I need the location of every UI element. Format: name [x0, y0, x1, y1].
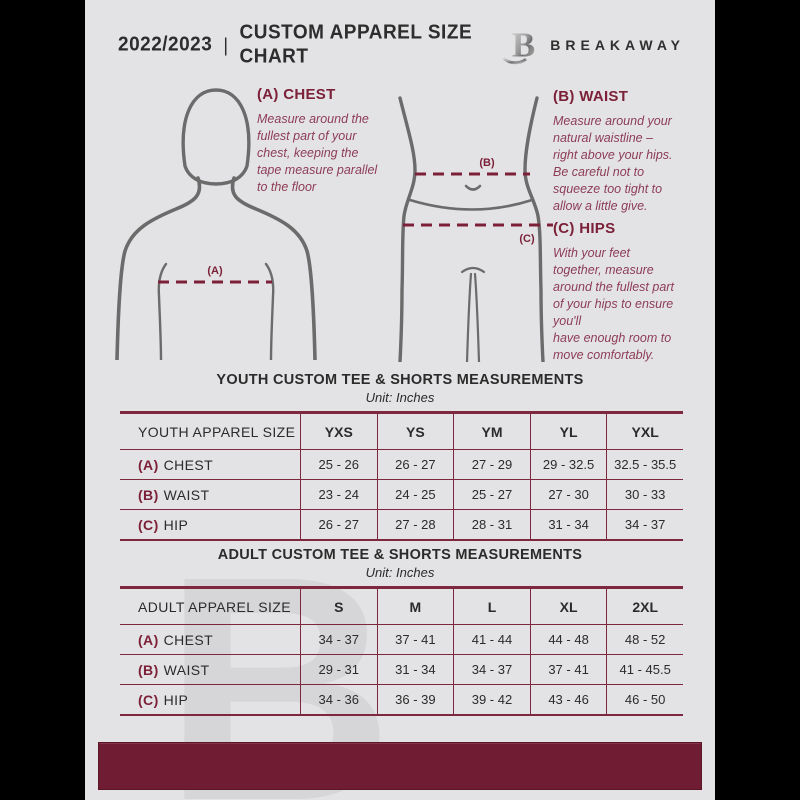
measurement-cell: 32.5 - 35.5 [606, 450, 683, 479]
adult-table-title: ADULT CUSTOM TEE & SHORTS MEASUREMENTS [217, 547, 583, 563]
measurement-cell: 37 - 41 [529, 655, 607, 684]
measurement-cell: 30 - 33 [606, 480, 683, 509]
hips-guide-text: With your feet together, measure around … [553, 246, 674, 362]
chest-guide: (A) CHEST Measure around the fullest par… [257, 86, 417, 196]
table-row-waist: (B) WAIST 29 - 31 31 - 34 34 - 37 37 - 4… [120, 654, 683, 684]
header-title: 2022/2023 | CUSTOM APPAREL SIZE CHART [118, 21, 501, 69]
row-label: (C) HIP [138, 516, 189, 533]
hips-diagram: (B) (C) [382, 90, 567, 362]
waist-guide: (B) WAIST Measure around your natural wa… [553, 88, 709, 215]
hips-guide: (C) HIPS With your feet together, measur… [553, 220, 713, 364]
row-label: (B) WAIST [138, 661, 210, 678]
table-row-waist: (B) WAIST 23 - 24 24 - 25 25 - 27 27 - 3… [120, 479, 683, 509]
table-row-hip: (C) HIP 34 - 36 36 - 39 39 - 42 43 - 46 … [120, 684, 683, 714]
size-col-header: YXS [300, 414, 377, 449]
measurement-cell: 44 - 48 [529, 625, 607, 654]
row-label: (A) CHEST [138, 631, 214, 648]
measurement-cell: 24 - 25 [376, 480, 454, 509]
measurement-cell: 27 - 30 [529, 480, 607, 509]
measurement-cell: 34 - 36 [300, 685, 377, 714]
adult-table-unit: Unit: Inches [365, 565, 435, 580]
header-year: 2022/2023 [118, 33, 213, 56]
row-label: (C) HIP [138, 691, 189, 708]
measurement-cell: 34 - 37 [606, 510, 683, 539]
size-chart-document: B 2022/2023 | CUSTOM APPAREL SIZE CHART [85, 0, 715, 800]
measurement-cell: 48 - 52 [606, 625, 683, 654]
waist-line-label: (B) [479, 157, 495, 169]
chest-guide-text: Measure around the fullest part of your … [257, 112, 378, 194]
measurement-cell: 27 - 28 [376, 510, 454, 539]
table-row-hip: (C) HIP 26 - 27 27 - 28 28 - 31 31 - 34 … [120, 509, 683, 539]
measurement-cell: 31 - 34 [376, 655, 454, 684]
size-col-header: YL [529, 414, 607, 449]
brand-lockup: B BREAKAWAY [501, 22, 685, 68]
measurement-cell: 41 - 44 [453, 625, 530, 654]
header-separator: | [223, 33, 229, 56]
torso-diagram: (A) [108, 78, 320, 360]
table-row-chest: (A) CHEST 25 - 26 26 - 27 27 - 29 29 - 3… [120, 449, 683, 479]
header-chart-title: CUSTOM APPAREL SIZE CHART [239, 21, 473, 68]
adult-size-table: ADULT APPAREL SIZE S M L XL 2XL (A) CHES… [120, 586, 683, 716]
youth-size-header: YOUTH APPAREL SIZE [138, 423, 296, 440]
waist-guide-heading: (B) WAIST [553, 88, 629, 105]
measurement-cell: 25 - 27 [453, 480, 530, 509]
measurement-cell: 39 - 42 [453, 685, 530, 714]
breakaway-logo-icon: B [501, 22, 541, 68]
size-col-header: S [300, 589, 377, 624]
measurement-cell: 25 - 26 [300, 450, 377, 479]
brand-name: BREAKAWAY [550, 37, 685, 53]
youth-table-unit: Unit: Inches [365, 390, 435, 405]
measurement-cell: 41 - 45.5 [606, 655, 683, 684]
size-col-header: XL [529, 589, 607, 624]
size-col-header: YS [376, 414, 454, 449]
measurement-cell: 46 - 50 [606, 685, 683, 714]
measurement-cell: 31 - 34 [529, 510, 607, 539]
measurement-cell: 26 - 27 [300, 510, 377, 539]
measurement-cell: 29 - 32.5 [529, 450, 607, 479]
size-col-header: M [376, 589, 454, 624]
measurement-cell: 26 - 27 [376, 450, 454, 479]
chest-line-label: (A) [207, 265, 223, 277]
youth-size-table: YOUTH APPAREL SIZE YXS YS YM YL YXL (A) … [120, 411, 683, 541]
size-col-header: YM [453, 414, 530, 449]
measurement-cell: 43 - 46 [529, 685, 607, 714]
measurement-cell: 37 - 41 [376, 625, 454, 654]
size-col-header: 2XL [606, 589, 683, 624]
measurement-cell: 34 - 37 [453, 655, 530, 684]
waist-guide-text: Measure around your natural waistline – … [553, 114, 673, 213]
table-row-chest: (A) CHEST 34 - 37 37 - 41 41 - 44 44 - 4… [120, 624, 683, 654]
youth-table-title: YOUTH CUSTOM TEE & SHORTS MEASUREMENTS [216, 372, 584, 388]
adult-size-header: ADULT APPAREL SIZE [138, 598, 291, 615]
footer-accent-bar [98, 742, 702, 790]
measurement-cell: 36 - 39 [376, 685, 454, 714]
hips-guide-heading: (C) HIPS [553, 220, 616, 237]
row-label: (B) WAIST [138, 486, 210, 503]
document-header: 2022/2023 | CUSTOM APPAREL SIZE CHART [85, 21, 715, 69]
measurement-cell: 23 - 24 [300, 480, 377, 509]
measurement-cell: 27 - 29 [453, 450, 530, 479]
measurement-cell: 34 - 37 [300, 625, 377, 654]
size-col-header: YXL [606, 414, 683, 449]
size-col-header: L [453, 589, 530, 624]
svg-text:B: B [512, 26, 535, 65]
row-label: (A) CHEST [138, 456, 214, 473]
chest-guide-heading: (A) CHEST [257, 86, 336, 103]
measurement-cell: 28 - 31 [453, 510, 530, 539]
measurement-cell: 29 - 31 [300, 655, 377, 684]
hip-line-label: (C) [519, 233, 535, 245]
adult-header-row: ADULT APPAREL SIZE S M L XL 2XL [120, 589, 683, 624]
youth-header-row: YOUTH APPAREL SIZE YXS YS YM YL YXL [120, 414, 683, 449]
